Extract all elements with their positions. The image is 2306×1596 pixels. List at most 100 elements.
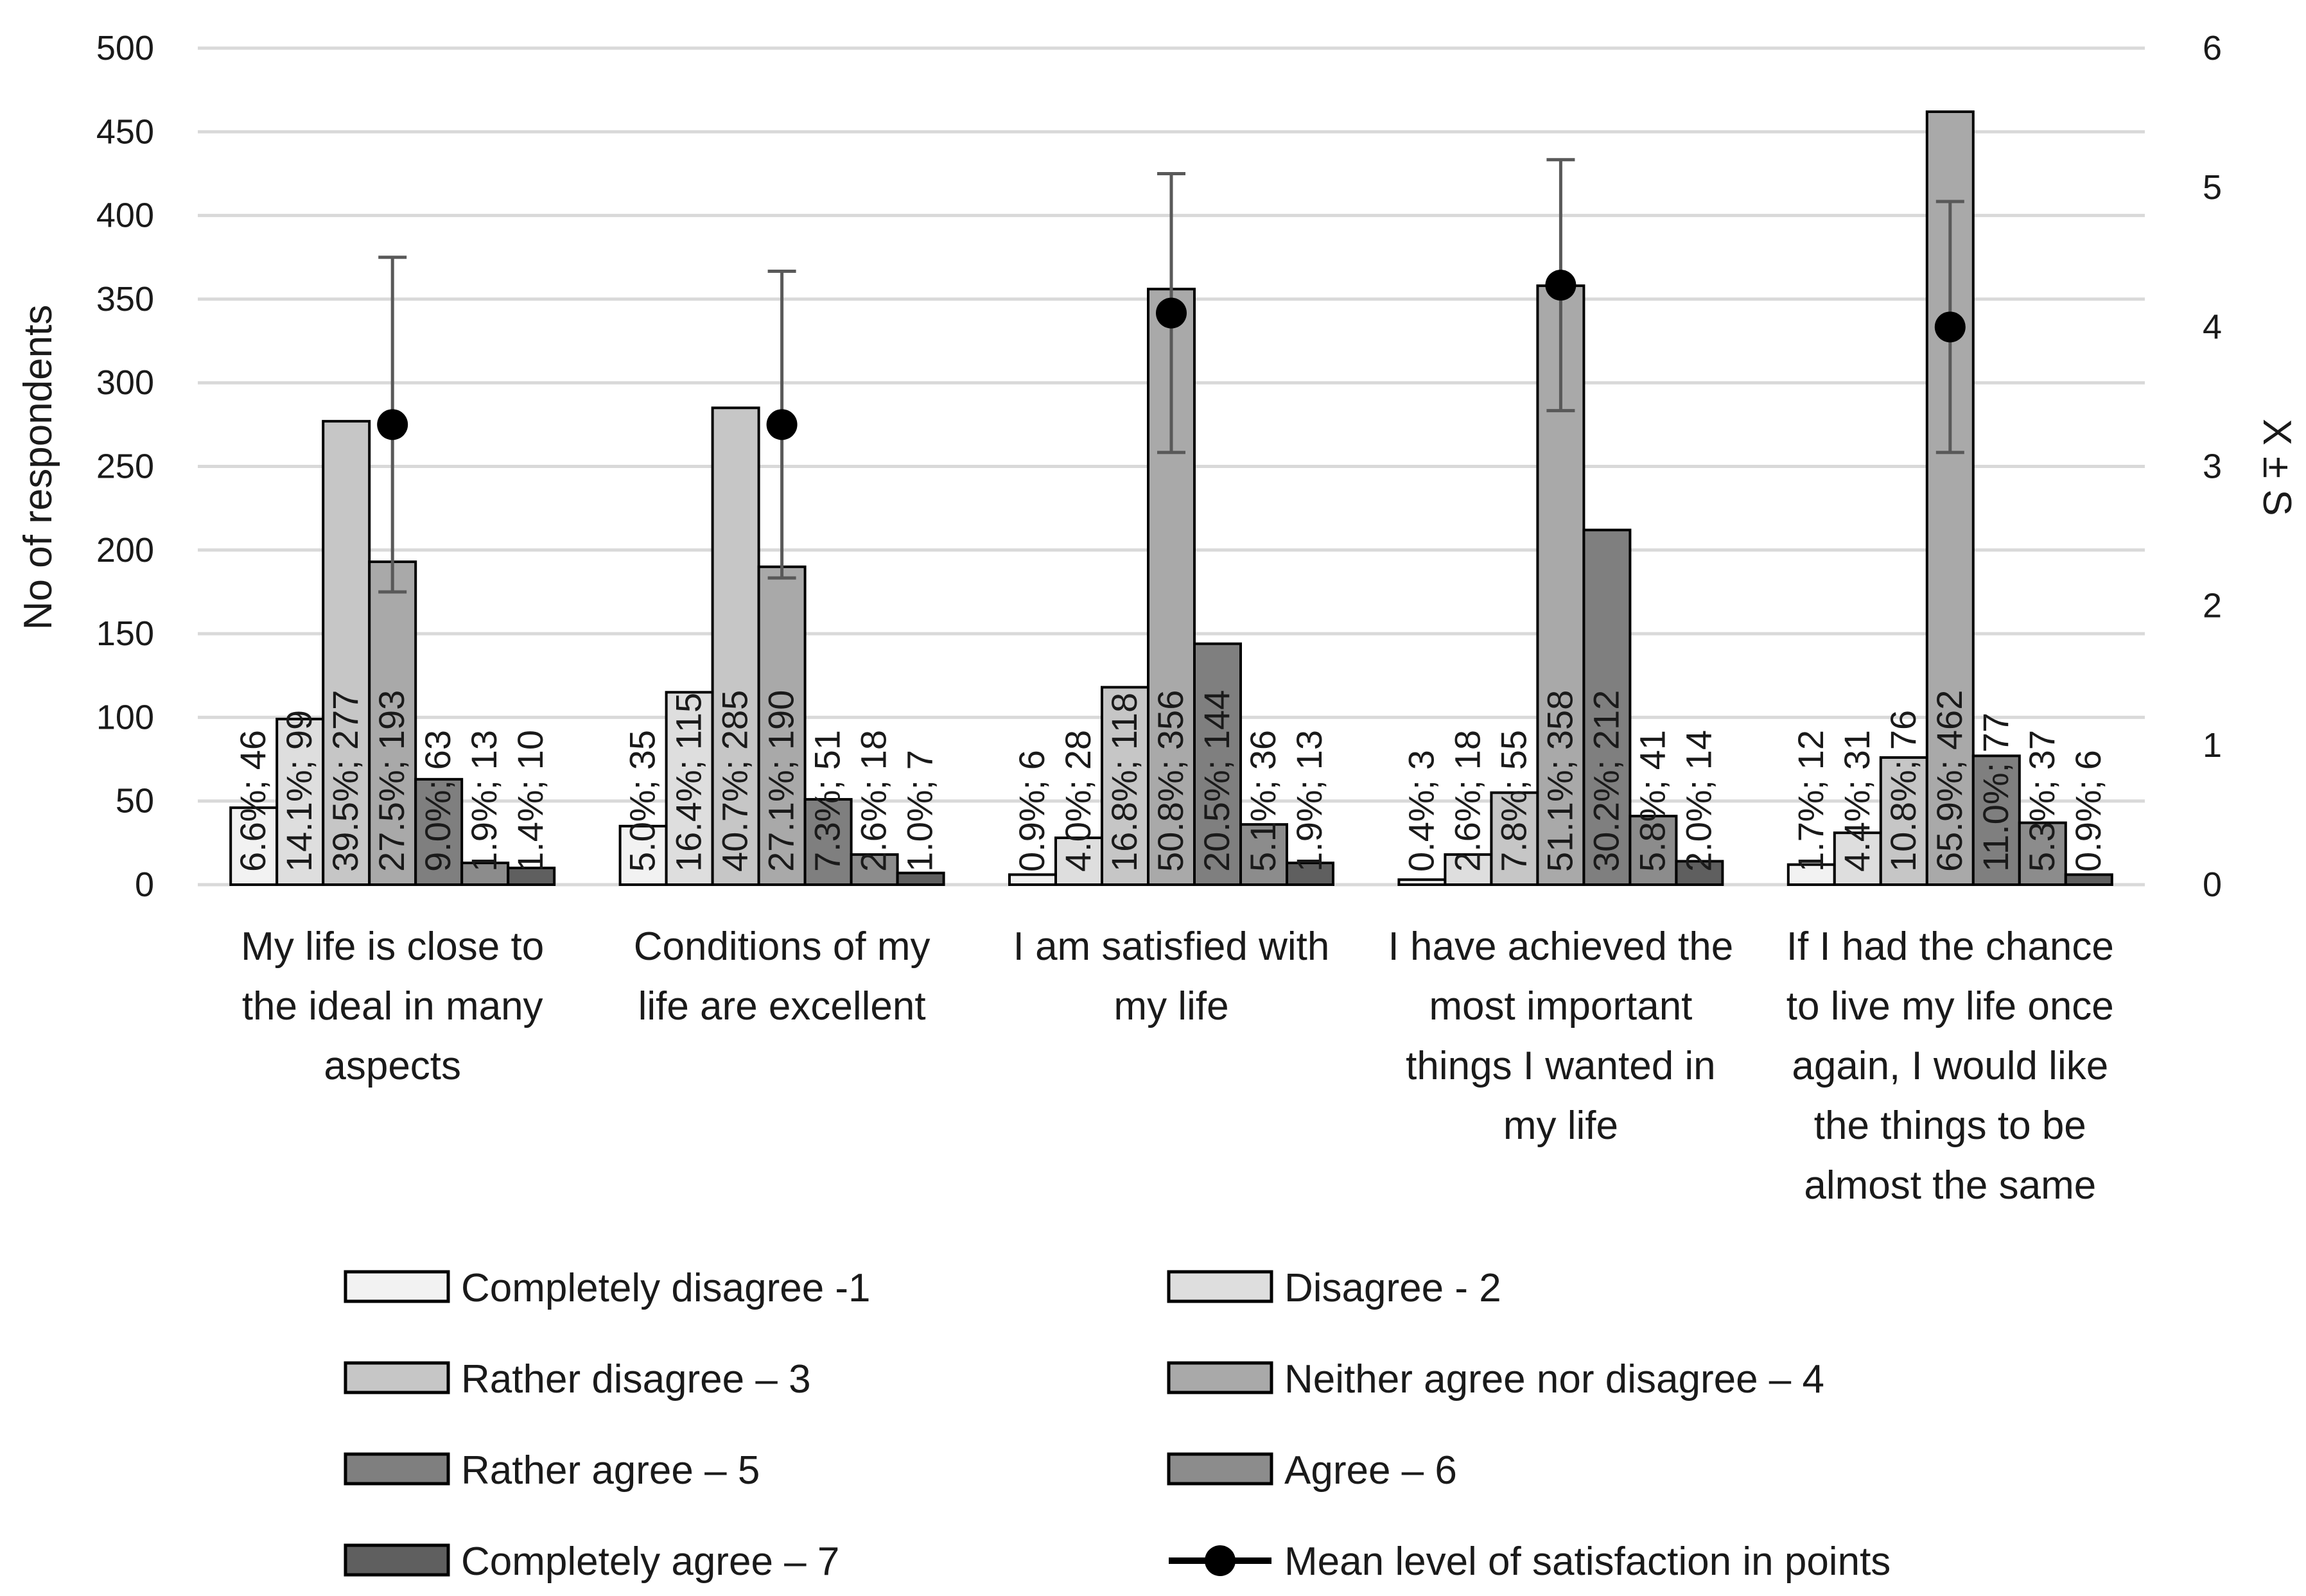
y-tick-label: 0 <box>135 865 154 904</box>
x-tick-label-line: My life is close to <box>241 924 544 969</box>
x-tick-label: I have achieved the most important things … <box>1388 924 1734 1148</box>
data-label: 50.8%; 356 <box>1150 690 1191 872</box>
y-tick-label: 200 <box>96 531 154 569</box>
legend-label: Rather disagree – 3 <box>461 1357 811 1401</box>
y-axis-title: No of respondents <box>16 305 60 630</box>
y2-tick-label: 0 <box>2203 865 2222 904</box>
y-tick-label: 350 <box>96 280 154 318</box>
x-tick-label: I am satisfied with my life <box>1013 924 1330 1028</box>
mean-point <box>1545 270 1577 301</box>
bar <box>2018 821 2067 886</box>
data-label: 27.1%; 190 <box>761 690 801 872</box>
bar <box>368 560 417 886</box>
bar <box>665 691 714 887</box>
bar <box>1397 878 1447 887</box>
data-label: 10.8%; 76 <box>1883 710 1923 872</box>
x-tick-label-line: I have achieved the <box>1388 924 1734 969</box>
data-label: 30.2%; 212 <box>1585 690 1626 872</box>
data-label: 39.5%; 277 <box>325 690 365 872</box>
bar <box>275 718 325 886</box>
data-label: 1.9%; 13 <box>464 730 504 872</box>
legend-swatch <box>344 1270 450 1303</box>
data-labels: 6.6%; 46 14.1%; 99 39.5%; 277 27.5%; 193 9.0… <box>232 690 2108 872</box>
data-label: 65.9%; 462 <box>1929 690 1970 872</box>
bar <box>1675 860 1724 886</box>
legend-label: Agree – 6 <box>1284 1448 1457 1493</box>
x-tick-label-line: the things to be <box>1814 1104 2086 1148</box>
bar <box>1239 823 1288 886</box>
legend-swatch <box>1167 1452 1273 1486</box>
bar <box>460 862 510 886</box>
data-label: 51.1%; 358 <box>1539 690 1580 872</box>
x-tick-label-line: my life <box>1114 984 1228 1028</box>
y-tick-label: 400 <box>96 196 154 235</box>
data-label: 5.8%; 41 <box>1632 730 1672 872</box>
data-label: 7.3%; 51 <box>807 730 848 872</box>
bar <box>896 871 945 887</box>
mean-point <box>1156 297 1187 329</box>
data-label: 1.4%; 10 <box>510 730 550 872</box>
bar <box>414 777 464 887</box>
bar <box>1582 528 1632 886</box>
y-tick-label: 100 <box>96 698 154 736</box>
x-tick-label-line: aspects <box>324 1044 461 1088</box>
legend-label: Completely disagree -1 <box>461 1266 871 1310</box>
bar <box>1193 642 1242 887</box>
legend-label: Rather agree – 5 <box>461 1448 760 1493</box>
y2-axis-title: X ± S <box>2255 419 2299 516</box>
data-label: 9.0%; 63 <box>417 730 458 872</box>
x-tick-label: If I had the chance to live my life once a… <box>1786 924 2114 1208</box>
x-tick-label-line: again, I would like <box>1792 1044 2108 1088</box>
y2-tick-label: 2 <box>2203 587 2222 625</box>
bar <box>229 806 279 887</box>
x-tick-label-line: almost the same <box>1804 1163 2096 1208</box>
data-label: 6.6%; 46 <box>232 730 273 872</box>
data-label: 0.9%; 6 <box>2068 750 2108 872</box>
bars <box>229 110 2113 887</box>
bar <box>803 798 853 886</box>
bar <box>1786 863 1836 887</box>
bar <box>1629 815 1678 887</box>
data-label: 1.0%; 7 <box>900 750 940 872</box>
data-label: 1.9%; 13 <box>1289 730 1329 872</box>
data-label: 40.7%; 285 <box>715 690 755 872</box>
data-label: 4.4%; 31 <box>1837 730 1877 872</box>
data-label: 11.0%; 77 <box>1975 713 2016 872</box>
x-tick-label-line: things I wanted in <box>1406 1044 1716 1088</box>
bar <box>1833 831 1882 886</box>
data-label: 2.0%; 14 <box>1678 730 1718 872</box>
x-tick-label-line: If I had the chance <box>1786 924 2114 969</box>
y2-tick-label: 4 <box>2203 308 2222 346</box>
x-tick-label: Conditions of my life are excellent <box>634 924 930 1028</box>
mean-point <box>1934 311 1966 343</box>
legend-label: Disagree - 2 <box>1284 1266 1501 1310</box>
data-label: 5.1%; 36 <box>1243 730 1283 872</box>
data-label: 16.4%; 115 <box>668 693 709 872</box>
x-tick-label-line: the ideal in many <box>242 984 543 1028</box>
x-tick-label-line: Conditions of my <box>634 924 930 969</box>
legend-label: Mean level of satisfaction in points <box>1284 1540 1891 1584</box>
legend-swatch <box>344 1543 450 1577</box>
x-tick-label-line: life are excellent <box>638 984 926 1028</box>
bar <box>507 866 556 886</box>
data-label: 0.4%; 3 <box>1401 750 1441 872</box>
y-tick-label: 150 <box>96 614 154 653</box>
data-label: 16.8%; 118 <box>1104 693 1144 872</box>
y-tick-label: 300 <box>96 363 154 402</box>
data-label: 5.3%; 37 <box>2022 730 2062 872</box>
y2-tick-label: 1 <box>2203 726 2222 765</box>
y2-tick-label: 3 <box>2203 447 2222 486</box>
y-tick-label: 50 <box>116 782 154 820</box>
legend: Completely disagree -1 Disagree - 2 Rather… <box>344 1266 1891 1584</box>
data-label: 27.5%; 193 <box>371 690 412 872</box>
mean-point <box>766 409 798 440</box>
mean-markers <box>377 158 1966 594</box>
bar <box>1971 754 2021 887</box>
bar <box>2064 873 2113 887</box>
data-label: 7.8%; 55 <box>1493 730 1533 872</box>
legend-label: Neither agree nor disagree – 4 <box>1284 1357 1824 1401</box>
data-label: 1.7%; 12 <box>1790 730 1831 872</box>
y2-tick-label: 6 <box>2203 29 2222 67</box>
